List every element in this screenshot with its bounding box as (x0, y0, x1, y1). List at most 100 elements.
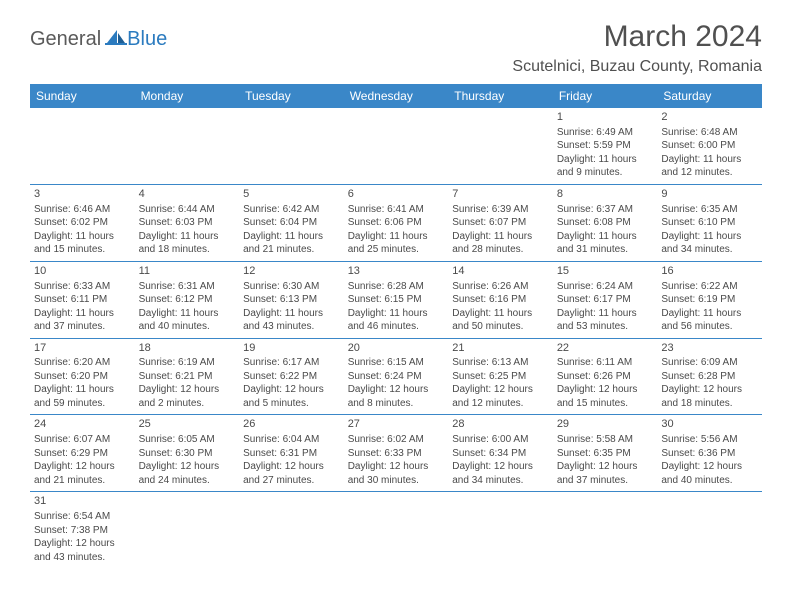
day-info-line: and 15 minutes. (34, 243, 131, 257)
calendar-day-cell: 25Sunrise: 6:05 AMSunset: 6:30 PMDayligh… (135, 415, 240, 492)
day-info-line: Sunrise: 6:00 AM (452, 433, 549, 447)
day-info-line: Sunset: 6:24 PM (348, 370, 445, 384)
day-info-line: and 28 minutes. (452, 243, 549, 257)
logo-text-blue: Blue (127, 28, 167, 51)
day-info-line: Sunrise: 6:13 AM (452, 356, 549, 370)
calendar-week-row: 1Sunrise: 6:49 AMSunset: 5:59 PMDaylight… (30, 108, 762, 184)
day-info-line: Sunrise: 6:05 AM (139, 433, 236, 447)
weekday-header: Tuesday (239, 84, 344, 108)
day-info-line: Sunrise: 5:58 AM (557, 433, 654, 447)
day-info-line: Sunset: 6:17 PM (557, 293, 654, 307)
calendar-day-cell: 5Sunrise: 6:42 AMSunset: 6:04 PMDaylight… (239, 184, 344, 261)
day-info-line: Sunrise: 6:22 AM (661, 280, 758, 294)
day-info-line: Sunrise: 6:02 AM (348, 433, 445, 447)
day-info-line: and 30 minutes. (348, 474, 445, 488)
day-info-line: and 5 minutes. (243, 397, 340, 411)
calendar-week-row: 24Sunrise: 6:07 AMSunset: 6:29 PMDayligh… (30, 415, 762, 492)
calendar-week-row: 31Sunrise: 6:54 AMSunset: 7:38 PMDayligh… (30, 492, 762, 568)
day-number: 6 (348, 187, 445, 202)
day-info-line: Sunrise: 6:26 AM (452, 280, 549, 294)
day-info-line: Sunrise: 6:19 AM (139, 356, 236, 370)
day-info-line: Sunset: 6:31 PM (243, 447, 340, 461)
day-info-line: and 2 minutes. (139, 397, 236, 411)
day-info-line: Sunrise: 6:31 AM (139, 280, 236, 294)
day-info-line: Daylight: 12 hours (34, 537, 131, 551)
day-info-line: and 46 minutes. (348, 320, 445, 334)
calendar-day-cell (30, 108, 135, 184)
day-info-line: and 15 minutes. (557, 397, 654, 411)
weekday-header: Wednesday (344, 84, 449, 108)
page-title: March 2024 (512, 20, 762, 54)
day-number: 21 (452, 341, 549, 356)
day-number: 3 (34, 187, 131, 202)
calendar-week-row: 3Sunrise: 6:46 AMSunset: 6:02 PMDaylight… (30, 184, 762, 261)
day-info-line: and 12 minutes. (661, 166, 758, 180)
day-info-line: Sunset: 6:00 PM (661, 139, 758, 153)
day-info-line: Daylight: 12 hours (557, 460, 654, 474)
calendar-day-cell (239, 492, 344, 568)
day-info-line: Daylight: 12 hours (139, 383, 236, 397)
day-info-line: Sunrise: 6:37 AM (557, 203, 654, 217)
day-info-line: and 12 minutes. (452, 397, 549, 411)
day-info-line: and 9 minutes. (557, 166, 654, 180)
day-info-line: Sunset: 7:38 PM (34, 524, 131, 538)
day-info-line: and 40 minutes. (661, 474, 758, 488)
day-info-line: Sunrise: 6:46 AM (34, 203, 131, 217)
day-info-line: and 24 minutes. (139, 474, 236, 488)
day-number: 14 (452, 264, 549, 279)
day-info-line: Sunrise: 6:07 AM (34, 433, 131, 447)
day-info-line: Sunset: 6:28 PM (661, 370, 758, 384)
day-info-line: Sunrise: 6:49 AM (557, 126, 654, 140)
day-info-line: Sunset: 6:03 PM (139, 216, 236, 230)
day-number: 26 (243, 417, 340, 432)
calendar-day-cell: 3Sunrise: 6:46 AMSunset: 6:02 PMDaylight… (30, 184, 135, 261)
calendar-day-cell: 16Sunrise: 6:22 AMSunset: 6:19 PMDayligh… (657, 261, 762, 338)
day-info-line: and 50 minutes. (452, 320, 549, 334)
day-number: 22 (557, 341, 654, 356)
day-number: 28 (452, 417, 549, 432)
day-number: 16 (661, 264, 758, 279)
weekday-header: Friday (553, 84, 658, 108)
day-info-line: and 34 minutes. (661, 243, 758, 257)
calendar-day-cell: 14Sunrise: 6:26 AMSunset: 6:16 PMDayligh… (448, 261, 553, 338)
day-info-line: Daylight: 11 hours (452, 307, 549, 321)
day-info-line: Daylight: 12 hours (452, 383, 549, 397)
day-number: 4 (139, 187, 236, 202)
day-info-line: Daylight: 11 hours (348, 230, 445, 244)
day-info-line: and 43 minutes. (243, 320, 340, 334)
calendar-table: Sunday Monday Tuesday Wednesday Thursday… (30, 84, 762, 568)
day-info-line: Daylight: 12 hours (34, 460, 131, 474)
calendar-day-cell (657, 492, 762, 568)
calendar-day-cell: 2Sunrise: 6:48 AMSunset: 6:00 PMDaylight… (657, 108, 762, 184)
day-info-line: Sunrise: 5:56 AM (661, 433, 758, 447)
calendar-week-row: 10Sunrise: 6:33 AMSunset: 6:11 PMDayligh… (30, 261, 762, 338)
calendar-day-cell: 6Sunrise: 6:41 AMSunset: 6:06 PMDaylight… (344, 184, 449, 261)
day-info-line: Sunrise: 6:30 AM (243, 280, 340, 294)
day-number: 5 (243, 187, 340, 202)
calendar-day-cell (344, 108, 449, 184)
day-info-line: Sunset: 6:25 PM (452, 370, 549, 384)
day-number: 20 (348, 341, 445, 356)
day-info-line: Daylight: 11 hours (557, 153, 654, 167)
day-info-line: Sunset: 6:26 PM (557, 370, 654, 384)
day-info-line: Daylight: 11 hours (557, 307, 654, 321)
calendar-day-cell: 24Sunrise: 6:07 AMSunset: 6:29 PMDayligh… (30, 415, 135, 492)
day-info-line: Daylight: 12 hours (661, 460, 758, 474)
day-info-line: Sunset: 6:30 PM (139, 447, 236, 461)
calendar-day-cell: 15Sunrise: 6:24 AMSunset: 6:17 PMDayligh… (553, 261, 658, 338)
day-info-line: Daylight: 11 hours (348, 307, 445, 321)
day-info-line: and 21 minutes. (34, 474, 131, 488)
title-block: March 2024 Scutelnici, Buzau County, Rom… (512, 20, 762, 76)
day-number: 15 (557, 264, 654, 279)
day-info-line: Daylight: 11 hours (557, 230, 654, 244)
day-number: 30 (661, 417, 758, 432)
calendar-day-cell: 7Sunrise: 6:39 AMSunset: 6:07 PMDaylight… (448, 184, 553, 261)
day-number: 1 (557, 110, 654, 125)
header: General Blue March 2024 Scutelnici, Buza… (30, 20, 762, 76)
day-info-line: Daylight: 11 hours (34, 230, 131, 244)
day-info-line: Sunset: 6:33 PM (348, 447, 445, 461)
day-info-line: Sunset: 6:10 PM (661, 216, 758, 230)
calendar-day-cell: 8Sunrise: 6:37 AMSunset: 6:08 PMDaylight… (553, 184, 658, 261)
day-info-line: Sunset: 6:11 PM (34, 293, 131, 307)
day-number: 13 (348, 264, 445, 279)
